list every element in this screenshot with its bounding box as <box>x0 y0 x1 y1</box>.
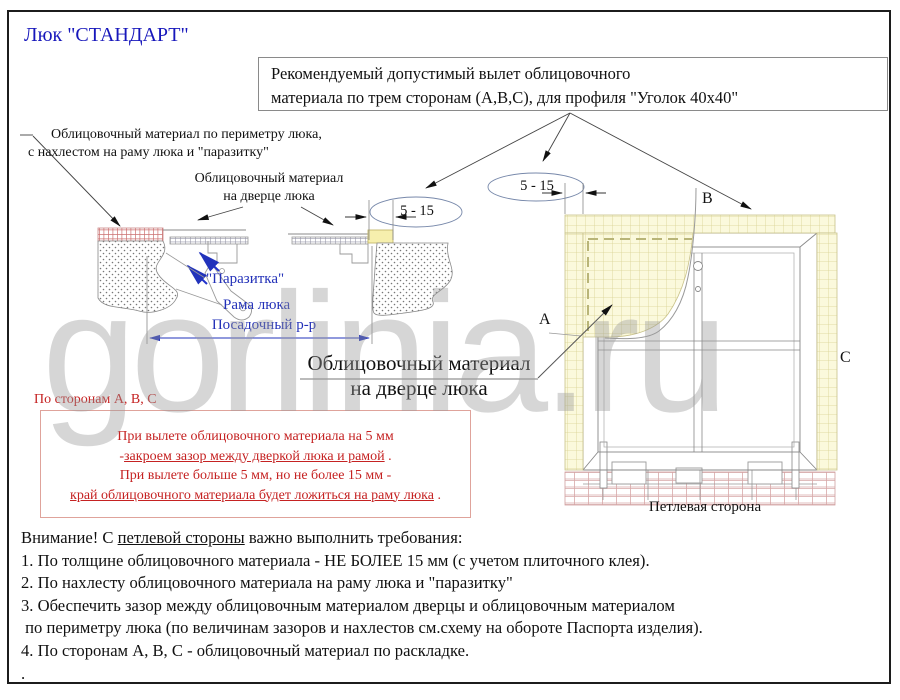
recommendation-box: Рекомендуемый допустимый вылет облицовоч… <box>258 57 888 111</box>
trailing-dot: . <box>21 663 26 683</box>
recommendation-line1: Рекомендуемый допустимый вылет облицовоч… <box>271 64 631 83</box>
requirement-item-3-line1: 3. Обеспечить зазор между облицовочным м… <box>21 595 675 615</box>
red-note-line2: -закроем зазор между дверкой люка и рамо… <box>119 448 392 464</box>
dimension-right-5-15: 5 - 15 <box>520 178 554 194</box>
red-note-title: По сторонам А, В, С <box>34 392 157 407</box>
label-door-material-big: Облицовочный материал на дверце люка <box>297 351 541 401</box>
label-seat-dimension: Посадочный р-р <box>211 317 317 333</box>
label-hinge-side: Петлевая сторона <box>648 499 762 515</box>
label-parasitka: "Паразитка" <box>206 271 285 287</box>
requirement-item-4: 4. По сторонам А, В, С - облицовочный ма… <box>21 640 470 660</box>
requirements-block: Внимание! С петлевой стороны важно выпол… <box>21 527 893 685</box>
dimension-left-5-15: 5 - 15 <box>400 203 434 219</box>
requirement-item-3-line2: по периметру люка (по величинам зазоров … <box>21 618 703 638</box>
label-perimeter-material: Облицовочный материал по периметру люка,… <box>28 126 322 162</box>
label-door-big-line2: на дверце люка <box>350 376 488 400</box>
requirements-intro: Внимание! С петлевой стороны важно выпол… <box>21 528 463 547</box>
label-door-small-line2: на дверце люка <box>223 189 315 204</box>
requirement-item-2: 2. По нахлесту облицовочного материала н… <box>21 573 513 593</box>
side-letter-b: В <box>702 190 713 207</box>
side-letter-a: А <box>539 311 551 328</box>
red-note-line3: При вылете больше 5 мм, но не более 15 м… <box>119 468 392 483</box>
red-note-box: При вылете облицовочного материала на 5 … <box>40 410 471 518</box>
recommendation-line2: материала по трем сторонам (А,В,С), для … <box>271 88 739 107</box>
label-perimeter-line2: с нахлестом на раму люка и "паразитку" <box>28 145 269 160</box>
red-note-line4: край облицовочного материала будет ложит… <box>70 487 441 503</box>
page-title: Люк "СТАНДАРТ" <box>24 24 189 46</box>
red-note-line1: При вылете облицовочного материала на 5 … <box>117 429 394 444</box>
label-door-small-line1: Облицовочный материал <box>194 171 344 186</box>
label-door-big-line1: Облицовочный материал <box>307 351 531 375</box>
requirement-item-1: 1. По толщине облицовочного материала - … <box>21 550 650 570</box>
label-frame: Рама люка <box>223 297 291 313</box>
side-letter-c: С <box>840 349 851 366</box>
label-perimeter-line1: Облицовочный материал по периметру люка, <box>51 127 322 142</box>
label-door-material-small: Облицовочный материал на дверце люка <box>183 170 355 206</box>
